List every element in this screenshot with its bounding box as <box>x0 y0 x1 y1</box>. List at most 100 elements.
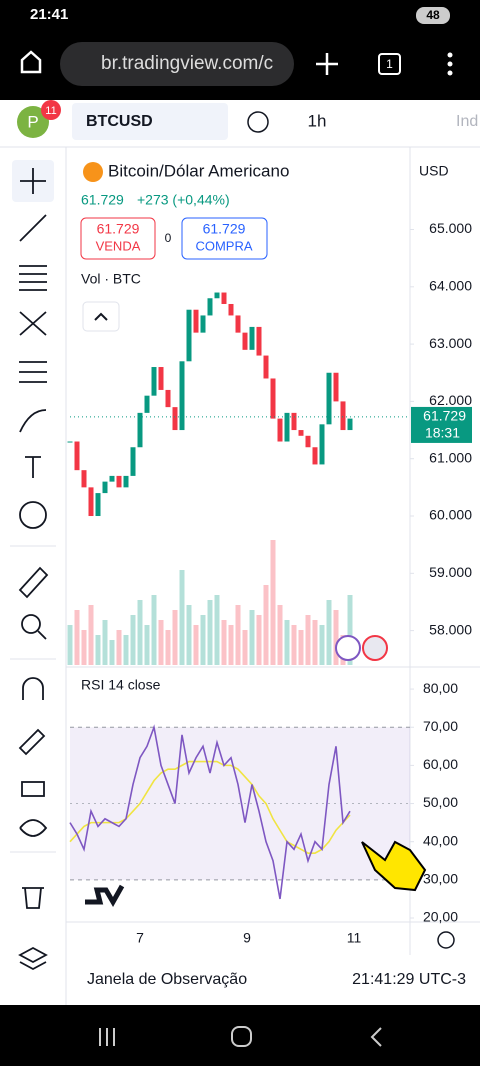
avatar[interactable] <box>17 106 49 138</box>
drawing-tools[interactable] <box>12 160 54 971</box>
badge-count: 11 <box>45 105 56 117</box>
volume-bar <box>333 610 339 665</box>
volume-bar <box>102 620 108 665</box>
events-icon[interactable] <box>335 635 361 661</box>
hand-cursor <box>361 840 427 892</box>
battery <box>416 7 450 24</box>
volume-bar <box>137 600 143 665</box>
y-tick-label: 60.000 <box>429 507 472 523</box>
volume-bar <box>88 605 94 665</box>
interval[interactable]: 1h <box>308 111 327 130</box>
symbol: BTCUSD <box>86 113 153 130</box>
y-tick-label: 65.000 <box>429 220 472 236</box>
volume-bar <box>116 630 122 665</box>
volume-bar <box>67 625 73 665</box>
volume-bar <box>256 615 262 665</box>
volume-bar <box>172 610 178 665</box>
candle <box>298 430 304 436</box>
y-tick-label: 61.000 <box>429 449 472 465</box>
buy-button[interactable] <box>181 217 268 260</box>
volume-bar <box>291 625 297 665</box>
currency: USD <box>419 163 449 179</box>
flag-icon[interactable] <box>362 635 388 661</box>
url: br.tradingview.com/c <box>101 53 273 74</box>
volume-bar <box>74 610 80 665</box>
candle <box>165 389 171 408</box>
watchlist[interactable]: Janela de Observação <box>87 971 247 988</box>
home-icon[interactable] <box>20 50 42 74</box>
candle <box>270 378 276 419</box>
y-tick-label: 40,00 <box>423 832 458 848</box>
tabs-button[interactable] <box>378 53 401 75</box>
volume-bar <box>165 630 171 665</box>
candle <box>116 475 122 488</box>
candle <box>193 309 199 333</box>
compare-button[interactable] <box>247 111 269 133</box>
new-tab[interactable] <box>316 53 338 75</box>
last-price-box <box>411 406 472 443</box>
buy-price: 61.729 <box>203 221 246 237</box>
volume-label: Vol · BTC <box>81 271 141 287</box>
volume-bar <box>95 635 101 665</box>
volume-bar <box>186 605 192 665</box>
volume-bar <box>312 620 318 665</box>
y-tick-label: 70,00 <box>423 718 458 734</box>
spread: 0 <box>165 231 172 245</box>
volume-bar <box>347 595 353 665</box>
candle <box>95 493 101 517</box>
candle <box>256 326 262 356</box>
indicators[interactable]: Ind <box>456 113 478 130</box>
candle <box>242 332 248 350</box>
buy-label: COMPRA <box>195 238 252 253</box>
candle <box>200 315 206 333</box>
nav-back[interactable] <box>370 1027 382 1047</box>
candle <box>151 367 157 396</box>
coin-icon <box>83 162 103 182</box>
collapse-button[interactable] <box>82 301 120 332</box>
currency-box[interactable] <box>415 160 475 184</box>
y-tick-label: 63.000 <box>429 335 472 351</box>
volume-bar <box>242 630 248 665</box>
url-bar[interactable] <box>60 42 294 86</box>
candle <box>305 435 311 448</box>
candle <box>144 395 150 413</box>
volume-bar <box>235 605 241 665</box>
y-tick-label: 60,00 <box>423 756 458 772</box>
settings-icon[interactable] <box>437 931 455 949</box>
status-time: 21:41 <box>30 6 68 23</box>
sell-button[interactable] <box>80 217 156 260</box>
last-price-label: 61.729 <box>423 408 466 424</box>
y-tick-label: 50,00 <box>423 794 458 810</box>
volume-bar <box>130 615 136 665</box>
nav-home[interactable] <box>231 1026 252 1047</box>
volume-bar <box>221 620 227 665</box>
volume-bar <box>193 625 199 665</box>
volume-bar <box>81 630 87 665</box>
volume-bar <box>284 620 290 665</box>
tv-logo <box>85 884 125 908</box>
candle <box>130 447 136 476</box>
volume-bar <box>326 600 332 665</box>
rsi-line <box>69 760 351 854</box>
candle <box>67 441 73 443</box>
volume-bar <box>151 595 157 665</box>
x-tick-label: 7 <box>136 930 144 946</box>
candle <box>158 367 164 390</box>
candle <box>221 292 227 304</box>
tab-count: 1 <box>386 57 393 71</box>
candle <box>326 372 332 425</box>
candle <box>228 303 234 316</box>
candle <box>347 418 353 431</box>
candle <box>291 412 297 431</box>
sell-price: 61.729 <box>97 221 140 237</box>
volume-bar <box>277 605 283 665</box>
volume-bar <box>305 615 311 665</box>
symbol-box[interactable] <box>72 103 228 140</box>
y-tick-label: 64.000 <box>429 278 472 294</box>
last-price: 61.729 <box>81 192 124 208</box>
nav-recent[interactable] <box>99 1028 115 1046</box>
volume-bar <box>214 595 220 665</box>
candle <box>312 447 318 465</box>
menu[interactable] <box>447 52 453 76</box>
x-tick-label: 11 <box>347 930 362 946</box>
